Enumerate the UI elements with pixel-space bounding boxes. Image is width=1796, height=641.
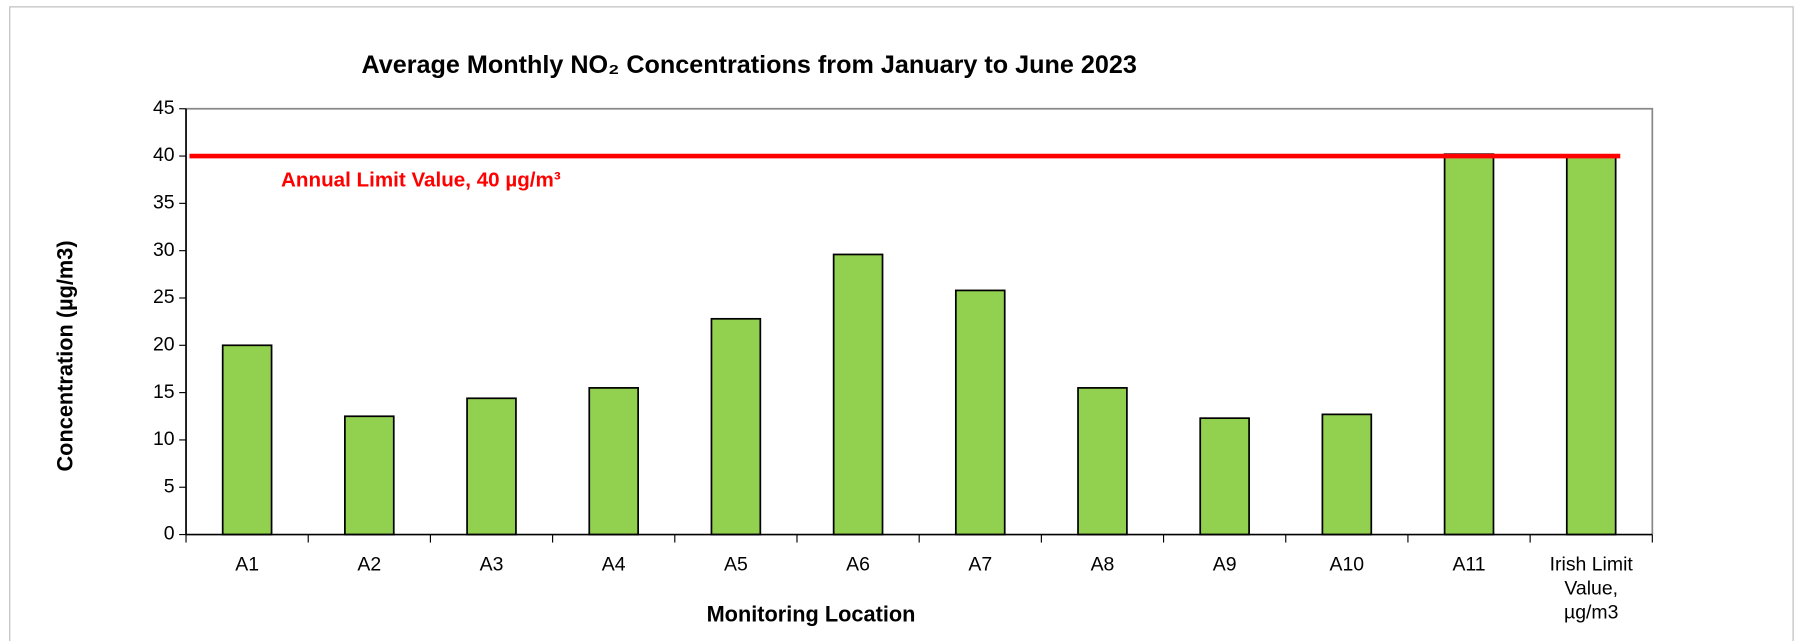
plot-frame [186,107,1654,535]
reference-label: Annual Limit Value, 40 µg/m³ [281,169,561,192]
x-tick-label: A8 [1091,554,1115,576]
y-tick-label: 10 [153,428,175,450]
bar [466,397,517,536]
y-axis-label: Concentration (µg/m3) [53,240,78,471]
y-tick-label: 15 [153,381,175,403]
y-tick-label: 5 [164,475,175,497]
x-tick-label: A1 [235,554,259,576]
x-tick-label: A9 [1213,554,1237,576]
x-tick-label: A4 [602,554,626,576]
y-tick-label: 0 [164,523,175,545]
bar [221,344,273,536]
bar [588,387,639,536]
bar [710,317,762,536]
y-tick-label: 35 [153,192,175,214]
bar [1321,413,1373,536]
x-axis-label: Monitoring Location [707,602,916,627]
bar [1443,153,1495,536]
bar [1199,417,1250,536]
bar [832,253,884,536]
y-tick-label: 40 [153,144,175,166]
x-tick-label: A10 [1330,554,1365,576]
y-tick-label: 45 [153,97,175,119]
x-tick-label: A3 [480,554,504,576]
chart-border [9,6,1794,641]
bar [1565,155,1617,536]
bar [1077,387,1128,536]
y-tick-label: 20 [153,333,175,355]
x-tick-label: A2 [357,554,381,576]
x-tick-label: Irish Limit Value, µg/m3 [1550,554,1634,624]
x-tick-label: A7 [968,554,992,576]
bar [344,415,395,536]
x-tick-label: A5 [724,554,748,576]
bar [954,289,1006,536]
chart-title: Average Monthly NO₂ Concentrations from … [362,51,1137,79]
x-tick-label: A6 [846,554,870,576]
x-tick-label: A11 [1452,554,1485,576]
y-tick-label: 30 [153,239,175,261]
y-tick-label: 25 [153,286,175,308]
